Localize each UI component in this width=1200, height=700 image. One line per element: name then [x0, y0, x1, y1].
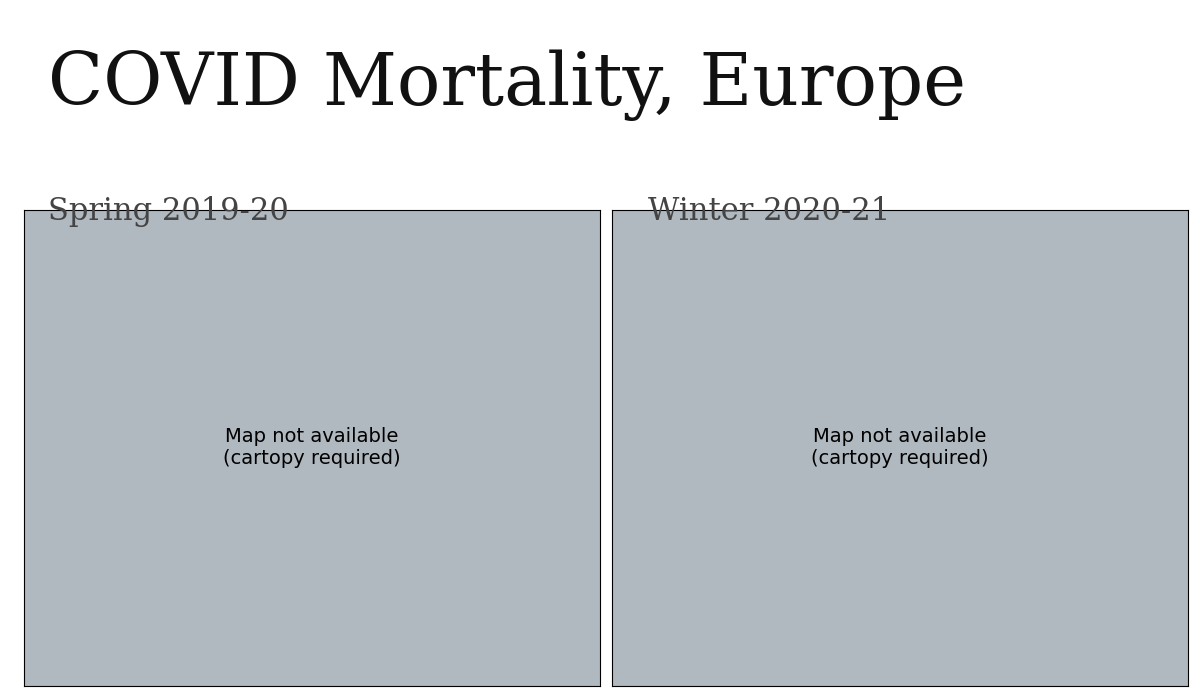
Text: COVID Mortality, Europe: COVID Mortality, Europe	[48, 49, 966, 120]
Text: Map not available
(cartopy required): Map not available (cartopy required)	[811, 428, 989, 468]
Text: Spring 2019-20: Spring 2019-20	[48, 196, 289, 227]
Text: Winter 2020-21: Winter 2020-21	[648, 196, 890, 227]
Text: Map not available
(cartopy required): Map not available (cartopy required)	[223, 428, 401, 468]
